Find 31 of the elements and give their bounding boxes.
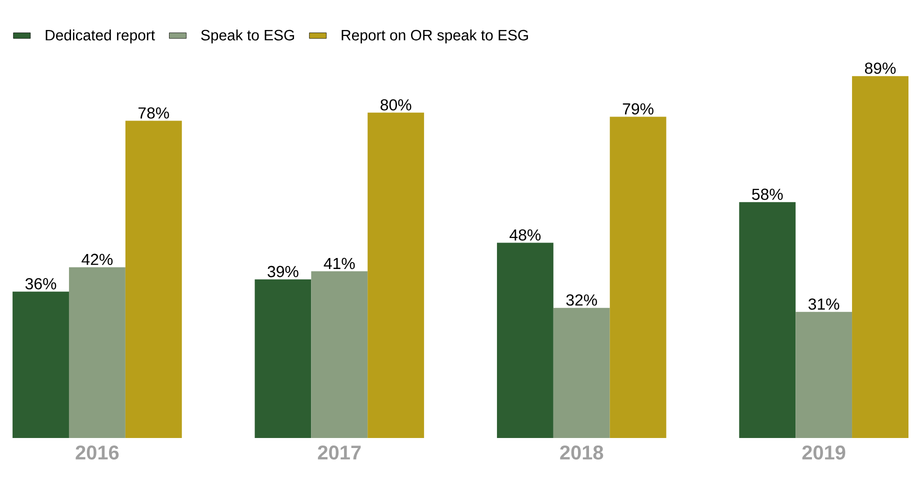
data-label: 32% xyxy=(566,294,597,306)
data-label: 58% xyxy=(752,188,783,200)
bar xyxy=(311,271,368,438)
data-label: 39% xyxy=(268,266,298,278)
x-tick-label: 2019 xyxy=(802,446,846,460)
data-label: 78% xyxy=(138,107,170,119)
data-label: 80% xyxy=(380,99,412,110)
legend-label: Speak to ESG xyxy=(201,29,294,44)
bar xyxy=(496,242,554,438)
bar xyxy=(125,120,182,438)
legend-label: Report on OR speak to ESG xyxy=(342,29,528,44)
data-label: 36% xyxy=(25,278,56,290)
x-tick-label: 2018 xyxy=(560,446,604,460)
bar xyxy=(553,308,610,438)
data-label: 41% xyxy=(324,258,355,270)
bar xyxy=(254,279,312,438)
bar xyxy=(12,292,69,438)
legend-label: Dedicated report xyxy=(46,29,155,44)
x-tick-label: 2016 xyxy=(76,446,119,460)
bar xyxy=(796,312,852,438)
data-label: 31% xyxy=(808,298,840,310)
data-label: 48% xyxy=(510,229,541,241)
bar xyxy=(852,76,908,438)
bar xyxy=(610,116,666,438)
data-label: 89% xyxy=(864,62,896,74)
bar xyxy=(368,112,424,438)
bar xyxy=(739,202,796,438)
data-label: 42% xyxy=(82,254,113,265)
data-label: 79% xyxy=(622,103,654,115)
x-tick-label: 2017 xyxy=(318,446,361,460)
bar xyxy=(68,267,126,438)
